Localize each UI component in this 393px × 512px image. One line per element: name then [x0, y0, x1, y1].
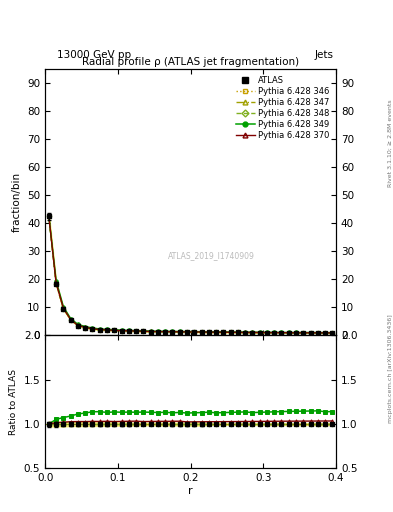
Legend: ATLAS, Pythia 6.428 346, Pythia 6.428 347, Pythia 6.428 348, Pythia 6.428 349, P: ATLAS, Pythia 6.428 346, Pythia 6.428 34… — [234, 73, 332, 143]
Text: ATLAS_2019_I1740909: ATLAS_2019_I1740909 — [167, 251, 254, 260]
X-axis label: r: r — [188, 486, 193, 496]
Text: Jets: Jets — [315, 50, 334, 60]
Y-axis label: fraction/bin: fraction/bin — [12, 172, 22, 232]
Text: Rivet 3.1.10; ≥ 2.8M events: Rivet 3.1.10; ≥ 2.8M events — [388, 99, 393, 187]
Title: Radial profile ρ (ATLAS jet fragmentation): Radial profile ρ (ATLAS jet fragmentatio… — [82, 57, 299, 67]
Text: mcplots.cern.ch [arXiv:1306.3436]: mcplots.cern.ch [arXiv:1306.3436] — [388, 314, 393, 423]
Y-axis label: Ratio to ATLAS: Ratio to ATLAS — [9, 369, 18, 435]
Text: 13000 GeV pp: 13000 GeV pp — [57, 50, 131, 60]
